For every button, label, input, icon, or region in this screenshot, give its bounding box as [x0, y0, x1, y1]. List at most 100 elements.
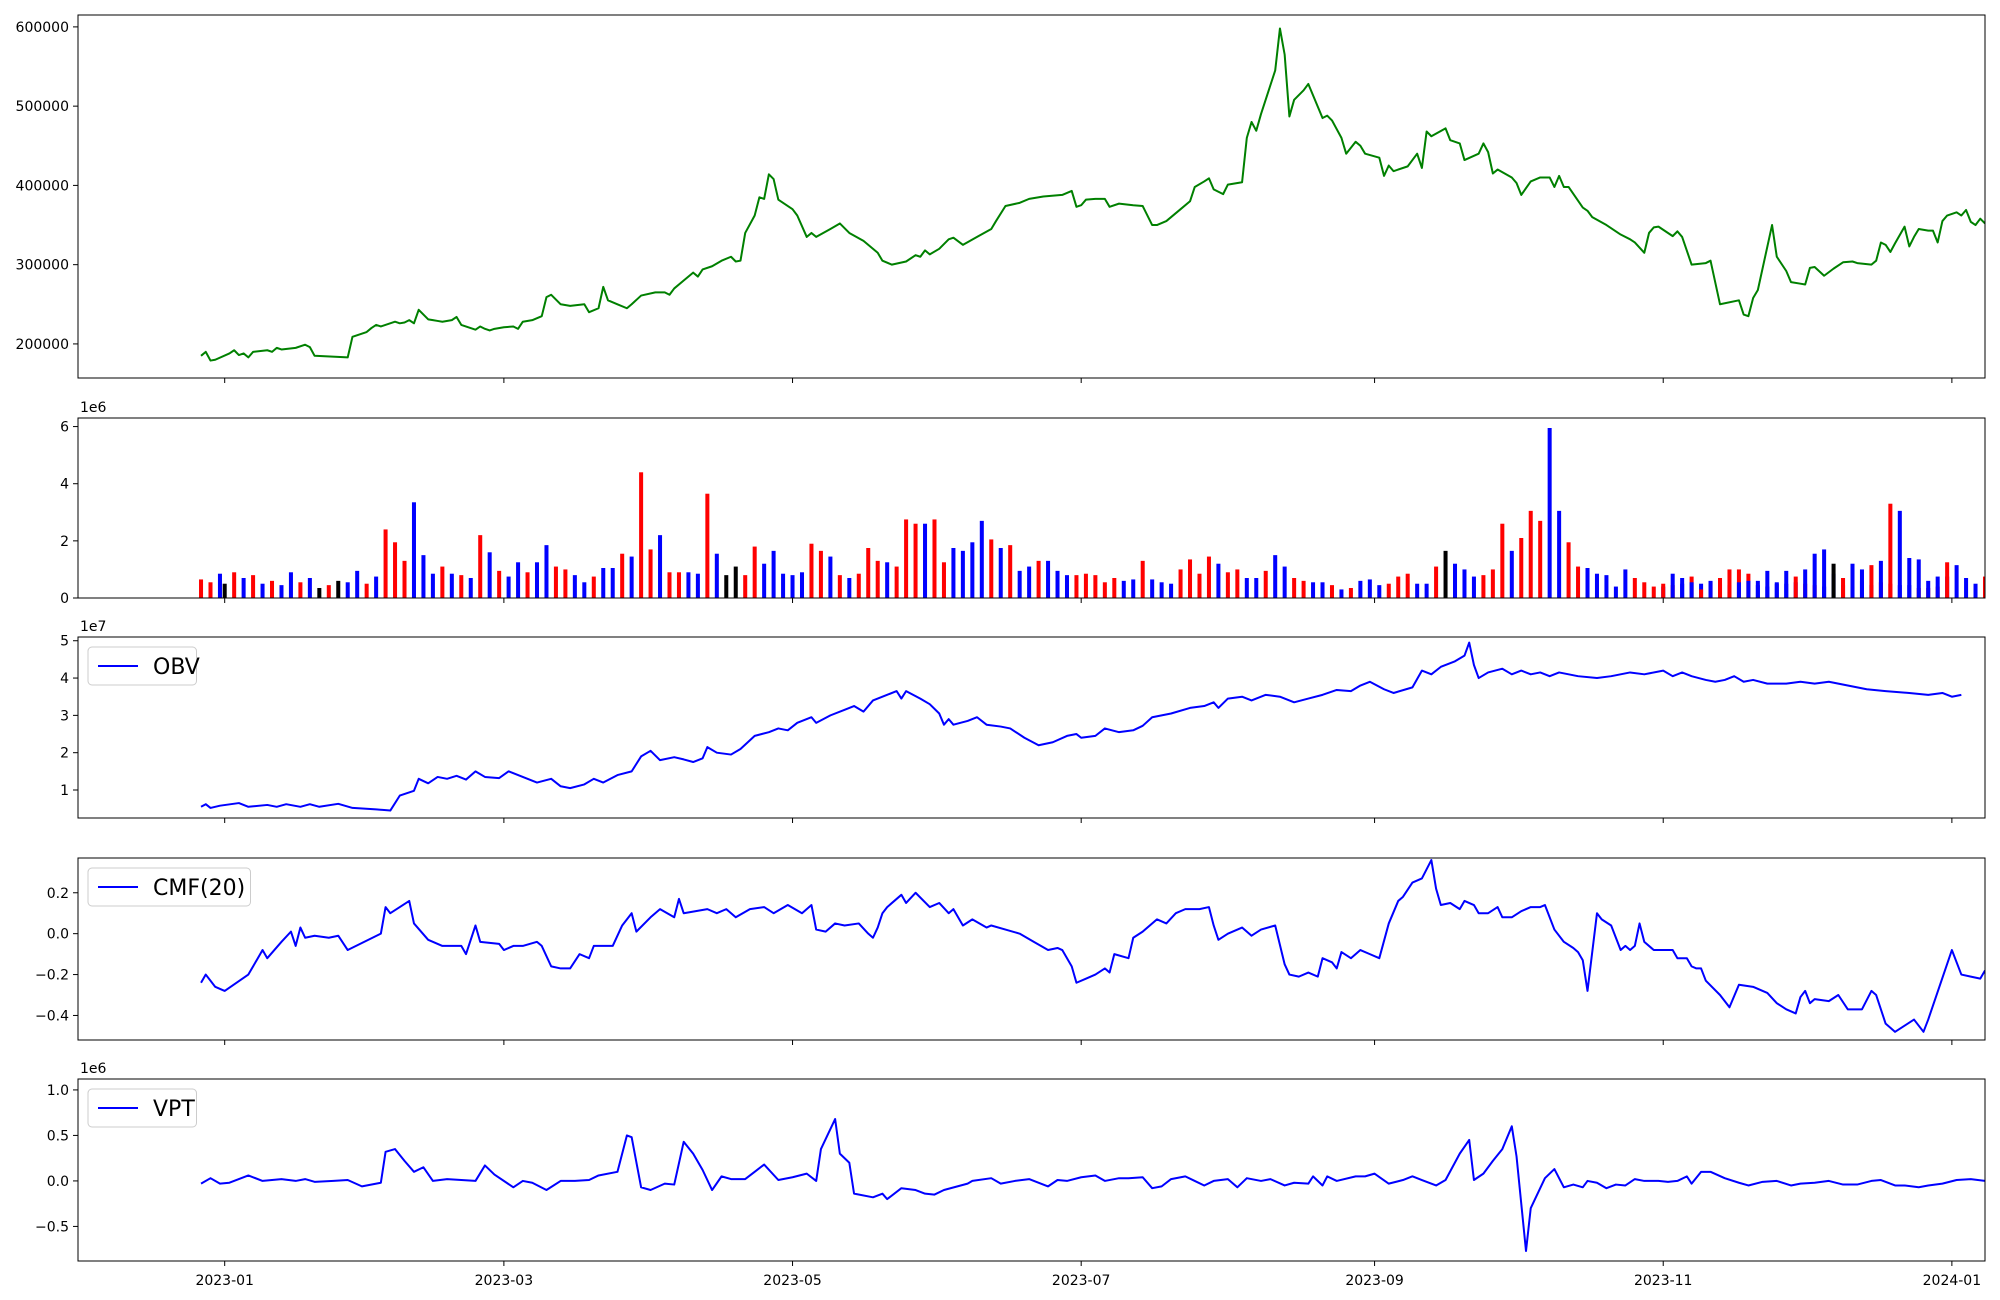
- volume-bar: [1017, 570, 1022, 598]
- volume-bar: [989, 539, 994, 598]
- volume-bar: [232, 572, 237, 598]
- volume-bar: [1585, 568, 1590, 598]
- volume-bar: [1765, 586, 1770, 598]
- volume-bar: [1774, 582, 1779, 598]
- price-panel: 200000 300000 400000 500000 600000: [16, 14, 1986, 383]
- volume-bar: [1046, 560, 1051, 598]
- volume-bar: [923, 523, 928, 598]
- volume-bar: [1841, 578, 1846, 598]
- y-tick-label: 2: [60, 534, 69, 550]
- volume-panel: 0 2 4 6 1e6: [60, 400, 1986, 607]
- volume-bar: [762, 563, 767, 598]
- volume-bar: [251, 575, 256, 598]
- volume-bar: [1708, 580, 1713, 598]
- volume-bar: [591, 576, 596, 598]
- volume-bar: [686, 572, 691, 598]
- volume-bar: [1736, 582, 1741, 598]
- volume-bar: [1613, 586, 1618, 598]
- volume-bar: [260, 583, 265, 598]
- volume-bar: [904, 519, 909, 598]
- volume-bar: [743, 575, 748, 598]
- volume-bar: [790, 575, 795, 598]
- volume-bar: [345, 582, 350, 598]
- volume-bar: [459, 575, 464, 598]
- volume-bar: [199, 579, 204, 598]
- volume-bar: [1632, 578, 1637, 598]
- volume-bar: [705, 493, 710, 598]
- volume-bar: [1027, 566, 1032, 598]
- volume-bar: [449, 573, 454, 598]
- x-tick-label: 2023-09: [1345, 1273, 1404, 1289]
- volume-bar: [1897, 510, 1902, 598]
- y-tick-label: 400000: [16, 178, 69, 194]
- volume-bar: [497, 570, 502, 598]
- volume-bar: [393, 542, 398, 598]
- volume-bar: [1358, 580, 1363, 598]
- volume-bar: [468, 578, 473, 598]
- cmf-legend: CMF(20): [87, 867, 251, 907]
- volume-bar: [1623, 569, 1628, 598]
- y-tick-label: 1: [60, 783, 69, 799]
- volume-bar: [1197, 573, 1202, 598]
- obv-panel: 1 2 3 4 5 1e7 OBV: [60, 619, 1986, 823]
- volume-bar: [828, 556, 833, 598]
- volume-bar: [1453, 563, 1458, 598]
- volume-bar: [222, 583, 227, 598]
- y-tick-label: 1.0: [47, 1083, 69, 1099]
- volume-bar: [658, 535, 663, 598]
- price-plot-area: [200, 27, 1985, 362]
- volume-bar: [1982, 576, 1985, 598]
- volume-bar: [1878, 560, 1883, 598]
- volume-bar: [1765, 570, 1770, 598]
- volume-bar: [818, 550, 823, 598]
- volume-bar: [1528, 510, 1533, 598]
- volume-bar: [1188, 559, 1193, 598]
- volume-bar: [667, 572, 672, 598]
- volume-bar: [1008, 545, 1013, 598]
- volume-bar: [1945, 562, 1950, 598]
- volume-bar: [1377, 585, 1382, 598]
- volume-bar: [487, 552, 492, 598]
- volume-bar: [1150, 579, 1155, 598]
- volume-bar: [837, 575, 842, 598]
- volume-bar: [421, 555, 426, 598]
- volume-bar: [1121, 580, 1126, 598]
- volume-bar: [1434, 566, 1439, 598]
- volume-bar: [979, 520, 984, 598]
- cmf-line: [200, 859, 1985, 1033]
- price-frame: [77, 14, 1986, 379]
- volume-bar: [847, 578, 852, 598]
- volume-bar: [1386, 583, 1391, 598]
- x-tick-label: 2024-01: [1923, 1273, 1982, 1289]
- volume-bar: [1547, 428, 1552, 598]
- volume-bar: [866, 548, 871, 598]
- volume-bar: [1490, 569, 1495, 598]
- volume-bar: [1670, 573, 1675, 598]
- volume-bar: [781, 573, 786, 598]
- volume-bar: [1169, 583, 1174, 598]
- volume-bar: [1699, 589, 1704, 598]
- y-tick-label: 300000: [16, 258, 69, 274]
- obv-line: [200, 641, 1962, 812]
- volume-bar: [307, 578, 312, 598]
- volume-bar: [563, 569, 568, 598]
- volume-bar: [610, 568, 615, 598]
- volume-bar: [288, 572, 293, 598]
- volume-bar: [1509, 550, 1514, 598]
- volume-bar: [270, 580, 275, 598]
- volume-bar: [714, 553, 719, 598]
- price-line: [200, 27, 1985, 362]
- volume-bar: [544, 545, 549, 598]
- volume-bar: [1396, 576, 1401, 598]
- volume-bar: [279, 585, 284, 598]
- volume-bar: [317, 588, 322, 598]
- volume-bar: [1339, 589, 1344, 598]
- y-tick-label: −0.5: [35, 1219, 69, 1235]
- volume-bar: [1093, 575, 1098, 598]
- volume-bar: [998, 548, 1003, 598]
- volume-bar: [553, 566, 558, 598]
- volume-bar: [913, 523, 918, 598]
- volume-bar: [1443, 550, 1448, 598]
- y-tick-label: −0.4: [35, 1008, 69, 1024]
- volume-bar: [629, 556, 634, 598]
